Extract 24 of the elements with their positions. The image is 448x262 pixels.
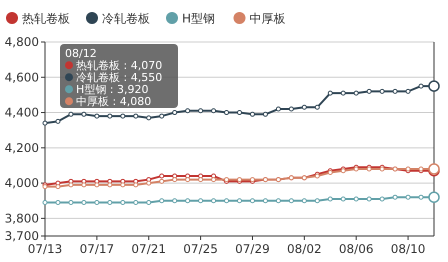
legend-label: H型钢 xyxy=(182,12,216,26)
x-tick-label: 07/21 xyxy=(131,242,166,256)
y-tick-label: 4,600 xyxy=(4,70,39,84)
annotation: H型钢 : 3,920 xyxy=(76,83,148,96)
x-tick-label: 07/13 xyxy=(28,242,62,256)
legend-label: 冷轧卷板 xyxy=(102,12,150,26)
x-tick-label: 07/17 xyxy=(80,242,114,256)
y-tick-label: 4,200 xyxy=(4,140,39,155)
x-tick-label: 07/29 xyxy=(235,242,270,256)
x-tick-label: 08/02 xyxy=(287,242,322,256)
x-tick-label: 08/10 xyxy=(390,242,426,256)
annotation: 热轧卷板 : 4,070 xyxy=(76,59,162,72)
y-tick-label: 3,800 xyxy=(4,211,39,226)
annotation: 冷轧卷板 : 4,550 xyxy=(76,71,162,84)
x-tick-label: 07/25 xyxy=(183,242,218,256)
x-tick-label: 08/06 xyxy=(338,242,374,256)
legend-label: 热轧卷板 xyxy=(22,12,70,26)
y-tick-label: 4,000 xyxy=(4,176,39,190)
y-tick-label: 3,700 xyxy=(4,229,39,243)
y-tick-label: 4,800 xyxy=(4,35,39,49)
y-tick-label: 4,400 xyxy=(4,106,39,120)
legend-label: 中厚板 xyxy=(250,12,286,26)
annotation: 08/12 xyxy=(65,47,97,60)
annotation: 中厚板 : 4,080 xyxy=(76,95,152,108)
